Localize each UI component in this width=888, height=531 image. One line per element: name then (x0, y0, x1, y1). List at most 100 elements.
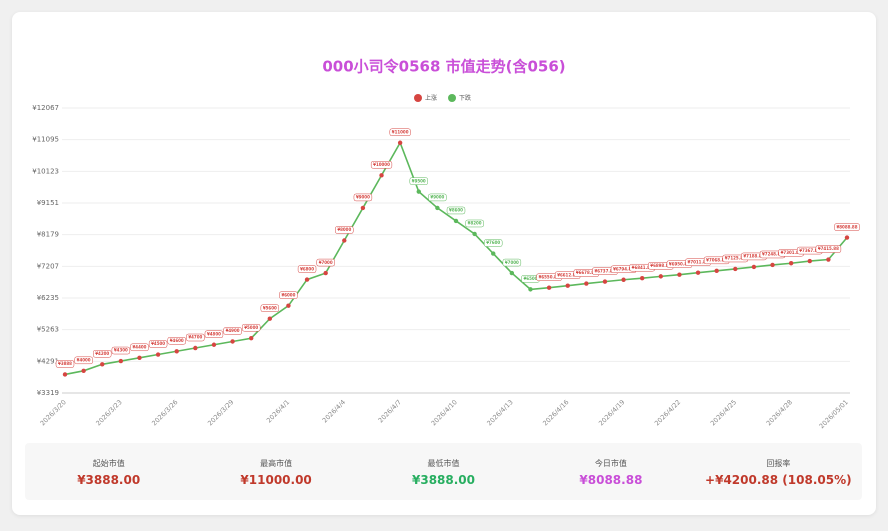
value-label: ¥5600 (260, 304, 280, 312)
value-label-text: ¥9000 (430, 195, 444, 200)
point (379, 173, 384, 178)
value-label: ¥4000 (74, 356, 93, 365)
value-label-text: ¥7367.88 (799, 248, 820, 253)
value-label-text: ¥7600 (486, 240, 500, 245)
point (435, 205, 440, 211)
value-label-box (297, 265, 317, 273)
value-label-box (223, 327, 242, 335)
point (733, 266, 738, 272)
value-label-box (148, 340, 168, 348)
point (621, 277, 626, 282)
value-label: ¥10000 (370, 161, 393, 169)
value-label-text: ¥8000 (337, 227, 351, 232)
y-tick-label: ¥3319 (37, 389, 59, 397)
value-label-text: ¥6737.88 (594, 268, 615, 273)
x-tick-label: 2026/05/01 (818, 398, 850, 430)
value-label: ¥5000 (241, 323, 261, 332)
value-label-text: ¥7301.88 (781, 250, 802, 255)
value-label-box (465, 219, 484, 228)
value-label-text: ¥6800 (300, 266, 314, 271)
value-label: ¥4300 (111, 346, 131, 355)
value-label-text: ¥7415.88 (818, 246, 839, 251)
y-tick-label: ¥7207 (37, 262, 59, 270)
value-label-text: ¥7000 (319, 260, 333, 265)
value-label: ¥8000 (335, 226, 354, 234)
value-label-text: ¥11000 (392, 129, 409, 134)
value-label-text: ¥8600 (449, 208, 463, 213)
x-tick-label: 2026/4/25 (709, 398, 738, 427)
stat-label: 起始市值 (92, 459, 125, 468)
value-label-box (335, 226, 354, 234)
value-label: ¥9500 (409, 177, 428, 185)
value-label: ¥4400 (130, 343, 149, 352)
value-label: ¥8600 (446, 206, 466, 215)
value-label-text: ¥6550.88 (539, 274, 560, 279)
stat-value: ¥11000.00 (240, 473, 312, 487)
stat-label: 最高市值 (260, 459, 293, 468)
point (416, 189, 421, 194)
legend-label: 上涨 (425, 94, 437, 102)
value-label-box (167, 337, 186, 345)
value-label: ¥6800 (297, 265, 317, 273)
x-tick-label: 2026/4/22 (653, 398, 682, 427)
value-label-box (834, 223, 860, 231)
stat-label: 回报率 (766, 459, 791, 468)
stat-value: ¥8088.88 (579, 473, 643, 487)
y-tick-label: ¥11095 (32, 136, 59, 144)
value-label-box (279, 291, 298, 299)
stat-value: +¥4200.88 (108.05%) (705, 473, 852, 487)
value-label-box (55, 360, 75, 368)
stat-label: 最低市值 (427, 459, 460, 468)
y-tick-label: ¥6235 (37, 294, 59, 302)
point (602, 279, 608, 284)
value-label-text: ¥7248.88 (762, 252, 783, 257)
value-label-text: ¥6000 (281, 292, 295, 297)
point (491, 251, 496, 256)
value-label-box (502, 258, 522, 267)
legend-label: 下跌 (459, 94, 471, 102)
value-label: ¥7000 (316, 258, 335, 267)
point (118, 358, 124, 364)
value-label-text: ¥6612.88 (557, 272, 578, 277)
value-label-text: ¥6500 (524, 276, 538, 281)
value-label: ¥4200 (93, 350, 112, 358)
chart: 000小司令0568 市值走势(含056) ¥3319 ¥4291 ¥5263 ¥62… (32, 58, 860, 430)
value-label: ¥8088.88 (834, 223, 860, 231)
value-label: ¥7600 (484, 239, 503, 247)
point (639, 276, 645, 281)
value-label: ¥4700 (186, 333, 205, 342)
stat-value: ¥3888.00 (77, 473, 141, 487)
point (788, 261, 794, 266)
point (528, 287, 533, 292)
x-tick-label: 2026/4/16 (541, 398, 570, 427)
value-label-text: ¥4500 (151, 341, 165, 346)
x-tick-label: 2026/4/10 (430, 398, 459, 427)
point (62, 372, 68, 377)
value-label-text: ¥10000 (373, 162, 390, 167)
x-tick-label: 2026/3/23 (94, 398, 123, 427)
legend-marker (414, 94, 422, 102)
point (342, 238, 347, 243)
y-tick-label: ¥4291 (37, 357, 59, 365)
stat-card: 今日市值 ¥8088.88 (527, 443, 694, 500)
x-tick-label: 2026/3/26 (150, 398, 179, 427)
value-label-text: ¥6841.88 (632, 265, 653, 270)
point (100, 362, 105, 367)
x-tick-label: 2026/4/19 (597, 398, 626, 427)
value-label-text: ¥4200 (95, 351, 109, 356)
chart-title: 000小司令0568 市值走势(含056) (322, 58, 565, 76)
point (248, 336, 254, 341)
value-label-text: ¥5000 (244, 325, 258, 330)
point (584, 281, 589, 286)
value-label-text: ¥9500 (412, 178, 426, 183)
value-label: ¥9000 (353, 193, 373, 202)
y-tick-label: ¥5263 (37, 326, 59, 334)
point (267, 316, 273, 321)
value-label-text: ¥7011.88 (688, 259, 709, 264)
point (565, 283, 570, 288)
value-label-box (93, 350, 112, 358)
value-label: ¥4600 (167, 337, 186, 345)
point (770, 262, 775, 268)
value-label-box (815, 245, 842, 253)
point (509, 270, 515, 276)
